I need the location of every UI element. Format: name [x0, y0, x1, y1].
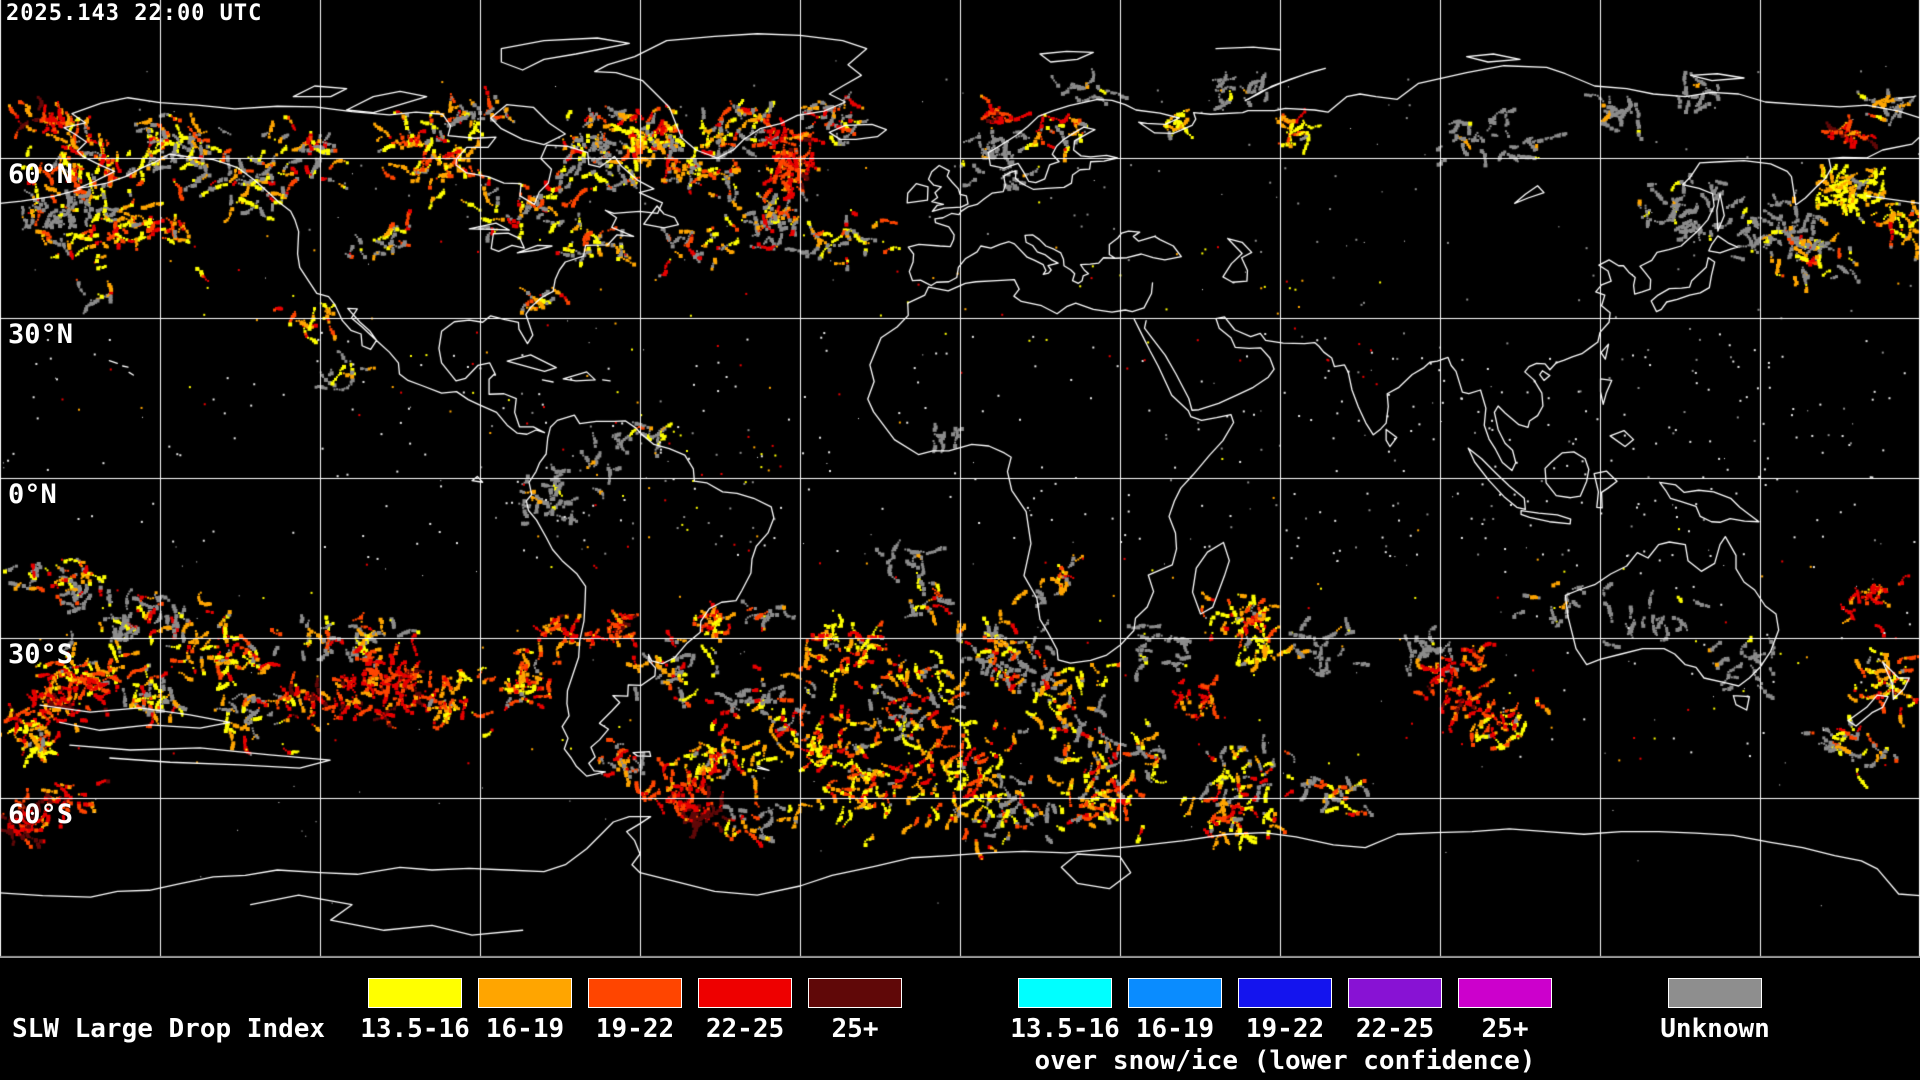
- latitude-label: 60°S: [8, 799, 74, 830]
- legend-range-label: 22-25: [1355, 1014, 1435, 1044]
- latitude-label: 30°N: [8, 319, 74, 350]
- legend-range-label: 25+: [1481, 1014, 1529, 1044]
- legend-range-label: 16-19: [485, 1014, 565, 1044]
- legend-title: SLW Large Drop Index: [12, 1014, 326, 1044]
- legend-range-label: 13.5-16: [360, 1014, 470, 1044]
- legend-range-label: 22-25: [705, 1014, 785, 1044]
- legend-swatch-primary: [698, 978, 792, 1008]
- legend-swatch-snowice: [1458, 978, 1552, 1008]
- legend-swatch-snowice: [1128, 978, 1222, 1008]
- legend-swatch-snowice: [1238, 978, 1332, 1008]
- timestamp: 2025.143 22:00 UTC: [6, 1, 263, 26]
- legend-swatch-snowice: [1348, 978, 1442, 1008]
- map-canvas: [0, 0, 1920, 958]
- legend-snowice-caption: over snow/ice (lower confidence): [1034, 1046, 1536, 1076]
- legend-swatch-snowice: [1018, 978, 1112, 1008]
- legend-swatch-primary: [478, 978, 572, 1008]
- legend-range-label: 16-19: [1135, 1014, 1215, 1044]
- latitude-label: 0°N: [8, 479, 57, 510]
- legend-swatch-unknown: [1668, 978, 1762, 1008]
- latitude-label: 30°S: [8, 639, 74, 670]
- legend-swatch-primary: [368, 978, 462, 1008]
- legend-swatch-primary: [588, 978, 682, 1008]
- legend-range-label: 25+: [831, 1014, 879, 1044]
- legend-range-label: 19-22: [595, 1014, 675, 1044]
- legend-swatch-primary: [808, 978, 902, 1008]
- legend-range-label: 19-22: [1245, 1014, 1325, 1044]
- world-map: 2025.143 22:00 UTC 60°N 30°N 0°N 30°S 60°S: [0, 0, 1920, 958]
- latitude-label: 60°N: [8, 159, 74, 190]
- legend-range-label: 13.5-16: [1010, 1014, 1120, 1044]
- legend-unknown-label: Unknown: [1660, 1014, 1770, 1044]
